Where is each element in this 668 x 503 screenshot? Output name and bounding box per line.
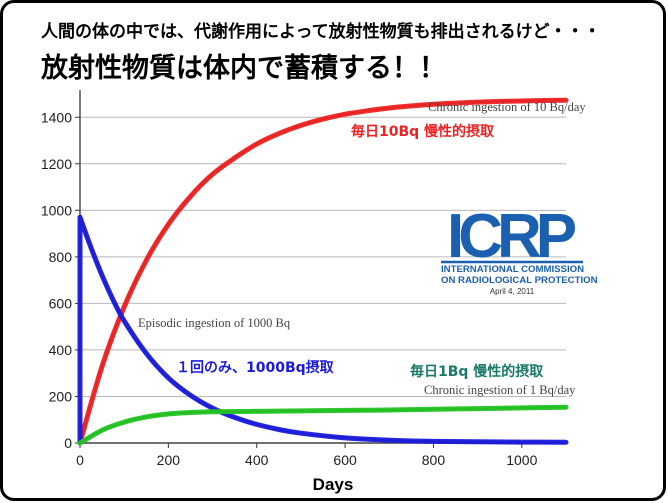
y-tick-label: 400	[49, 342, 73, 358]
annotation-episodic-en: Episodic ingestion of 1000 Bq	[138, 316, 291, 330]
series-chronic10-line	[77, 97, 569, 446]
y-tick-label: 200	[49, 388, 73, 404]
annotation-chronic10-jp: 毎日10Bq 慢性的摂取	[351, 123, 495, 140]
series-episodic-line	[77, 214, 569, 446]
series-lines	[77, 97, 569, 446]
icrp-logo: ICRP INTERNATIONAL COMMISSION ON RADIOLO…	[441, 202, 598, 296]
logo-date: April 4, 2011	[490, 287, 535, 296]
annotation-chronic10-en: Chronic ingestion of 10 Bq/day	[428, 100, 586, 114]
annotation-episodic-jp: １回のみ、1000Bq摂取	[176, 359, 335, 376]
header-line1: 人間の体の中では、代謝作用によって放射性物質も排出されるけど・・・	[41, 21, 601, 42]
logo-line2: ON RADIOLOGICAL PROTECTION	[441, 275, 598, 286]
y-tick-label: 1400	[41, 109, 72, 125]
y-tick-label: 800	[49, 249, 73, 265]
x-axis-label: Days	[313, 475, 354, 494]
annotation-chronic1-jp: 毎日1Bq 慢性的摂取	[410, 363, 544, 380]
y-tick-label: 1200	[41, 156, 72, 172]
logo-letters: ICRP	[447, 202, 576, 271]
gridlines	[80, 116, 566, 397]
x-tick-label: 400	[245, 452, 269, 468]
y-tick-label: 0	[64, 435, 72, 451]
x-tick-label: 800	[422, 452, 446, 468]
x-tick-label: 1000	[506, 452, 537, 468]
y-tick-label: 1000	[41, 202, 72, 218]
x-tick-label: 0	[76, 452, 84, 468]
series-chronic1-line	[77, 404, 569, 446]
x-tick-label: 600	[333, 452, 357, 468]
line-chart: 人間の体の中では、代謝作用によって放射性物質も排出されるけど・・・ 放射性物質は…	[40, 21, 601, 494]
x-tick-label: 200	[157, 452, 181, 468]
y-tick-label: 600	[49, 295, 73, 311]
header-line2: 放射性物質は体内で蓄積する！！	[40, 52, 446, 84]
annotation-chronic1-en: Chronic ingestion of 1 Bq/day	[424, 383, 576, 397]
logo-line1: INTERNATIONAL COMMISSION	[441, 264, 584, 275]
tick-labels: 0 200 400 600 800 1000 1200 1400 0 200 400 600 800 10…	[41, 109, 538, 468]
